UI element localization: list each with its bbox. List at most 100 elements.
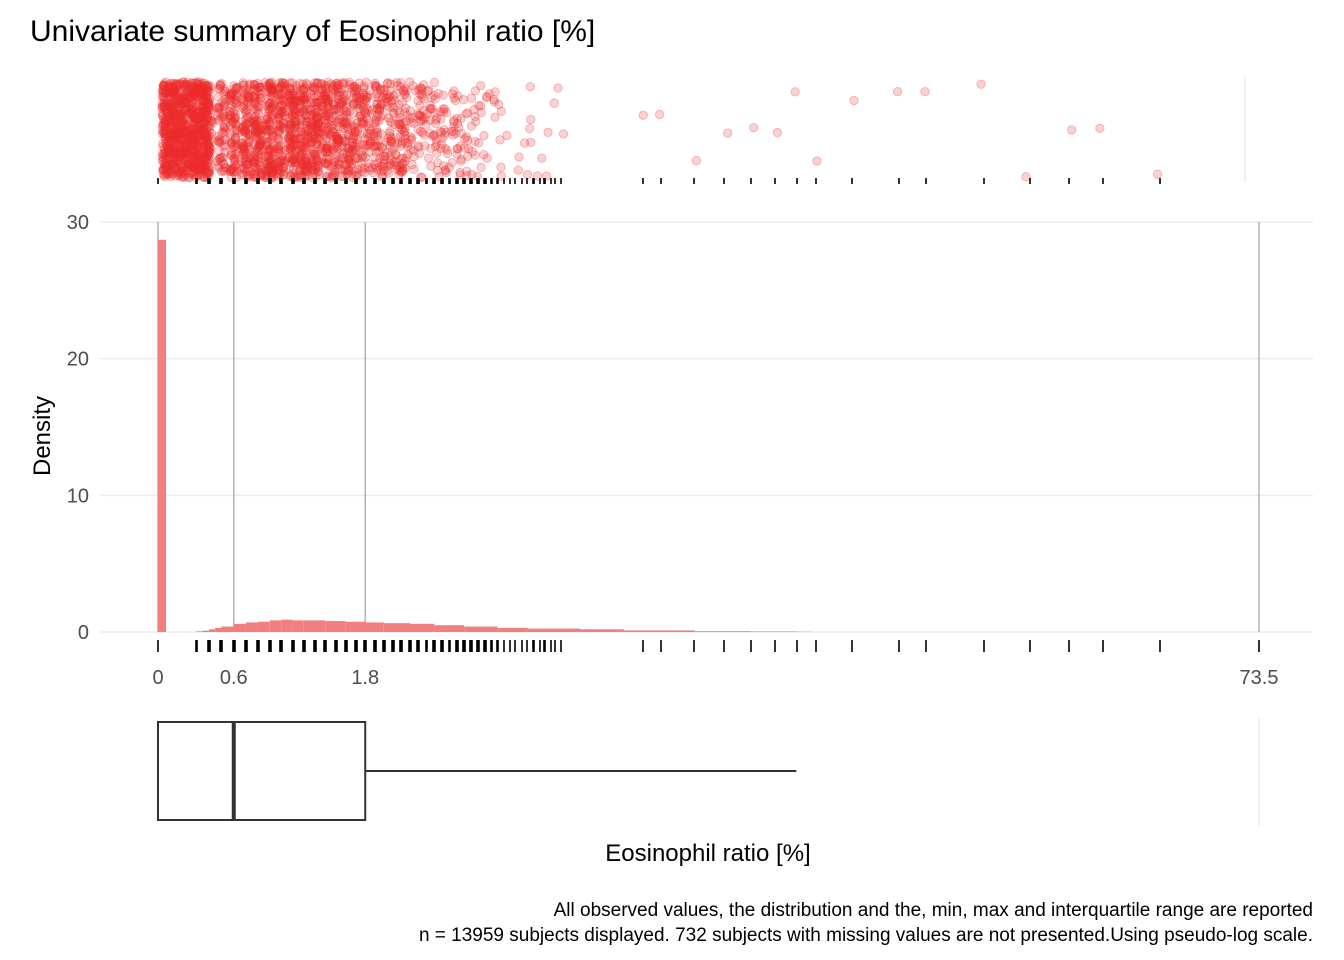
- jitter-point: [172, 125, 182, 136]
- jitter-point: [203, 158, 213, 168]
- jitter-point: [159, 164, 169, 175]
- jitter-point: [340, 119, 350, 129]
- jitter-point: [200, 155, 210, 165]
- histogram-bar: [257, 621, 270, 632]
- jitter-point: [849, 95, 859, 106]
- jitter-point: [197, 159, 207, 169]
- jitter-point: [174, 95, 184, 105]
- x-tick-label: 73.5: [1240, 667, 1279, 689]
- jitter-point: [322, 98, 333, 108]
- jitter-point: [174, 127, 184, 137]
- jitter-point: [198, 125, 208, 135]
- jitter-point: [176, 95, 186, 105]
- jitter-point: [184, 150, 194, 161]
- jitter-point: [215, 137, 225, 147]
- jitter-point: [400, 123, 410, 133]
- jitter-point: [168, 113, 178, 124]
- jitter-point: [197, 138, 207, 148]
- jitter-point: [160, 151, 170, 161]
- jitter-point: [175, 105, 186, 115]
- histogram-bar: [269, 620, 282, 632]
- histogram-bar: [303, 620, 326, 632]
- jitter-point: [160, 133, 170, 144]
- jitter-point: [171, 129, 181, 139]
- jitter-point: [182, 82, 193, 92]
- histogram-bar: [196, 631, 203, 632]
- jitter-point: [184, 87, 194, 97]
- jitter-point: [168, 96, 179, 106]
- jitter-point: [175, 164, 185, 174]
- jitter-point: [192, 79, 202, 89]
- jitter-point: [158, 164, 168, 174]
- jitter-point: [189, 117, 199, 128]
- jitter-point: [176, 172, 186, 182]
- jitter-point: [161, 161, 172, 172]
- jitter-point: [203, 80, 213, 90]
- jitter-point: [189, 125, 199, 135]
- jitter-point: [391, 133, 401, 143]
- jitter-point: [275, 168, 285, 178]
- boxplot-panel: [157, 718, 1260, 826]
- jitter-point: [173, 105, 183, 115]
- jitter-point: [215, 153, 225, 163]
- jitter-point: [161, 147, 171, 157]
- jitter-point: [174, 88, 185, 98]
- jitter-point: [198, 110, 208, 121]
- jitter-point: [413, 96, 423, 106]
- jitter-point: [199, 113, 209, 123]
- jitter-point: [169, 117, 179, 127]
- jitter-point: [182, 77, 193, 87]
- histogram-bar: [623, 630, 695, 632]
- jitter-point: [401, 103, 411, 113]
- jitter-point: [178, 163, 188, 173]
- jitter-point: [385, 158, 395, 168]
- jitter-point: [182, 141, 193, 151]
- jitter-point: [298, 92, 308, 102]
- jitter-point: [192, 136, 202, 147]
- jitter-point: [193, 158, 204, 169]
- jitter-point: [481, 92, 492, 103]
- jitter-point: [323, 122, 333, 132]
- jitter-point: [187, 141, 197, 151]
- jitter-point: [180, 129, 190, 140]
- jitter-point: [297, 103, 307, 113]
- jitter-point: [199, 123, 209, 133]
- y-tick-label: 10: [67, 485, 89, 507]
- jitter-point: [167, 122, 178, 132]
- jitter-point: [414, 148, 425, 158]
- jitter-point: [188, 160, 198, 171]
- jitter-point: [179, 168, 189, 178]
- jitter-point: [197, 110, 207, 120]
- jitter-point: [185, 91, 195, 102]
- jitter-point: [171, 127, 181, 137]
- jitter-point: [187, 105, 197, 115]
- jitter-point: [193, 160, 203, 170]
- jitter-point: [172, 147, 182, 158]
- jitter-point: [328, 82, 338, 92]
- jitter-point: [181, 94, 191, 104]
- jitter-point: [197, 126, 207, 137]
- jitter-point: [161, 159, 171, 169]
- jitter-point: [202, 97, 212, 107]
- jitter-point: [164, 144, 174, 154]
- jitter-point: [179, 99, 189, 109]
- jitter-point: [171, 80, 181, 90]
- jitter-point: [197, 82, 207, 92]
- jitter-panel: [157, 76, 1246, 184]
- jitter-point: [159, 102, 170, 112]
- jitter-point: [159, 125, 170, 136]
- jitter-point: [169, 89, 179, 99]
- jitter-point: [198, 125, 208, 135]
- histogram-rug: [157, 640, 1260, 652]
- jitter-point: [198, 89, 208, 99]
- jitter-point: [171, 164, 181, 174]
- chart-title: Univariate summary of Eosinophil ratio […: [30, 15, 595, 48]
- jitter-point: [176, 98, 187, 108]
- jitter-point: [180, 93, 190, 103]
- quantile-lines: [157, 222, 1260, 632]
- jitter-point: [199, 172, 209, 183]
- jitter-point: [177, 116, 187, 126]
- jitter-point: [190, 124, 200, 135]
- jitter-point: [178, 122, 188, 132]
- jitter-point: [172, 94, 182, 104]
